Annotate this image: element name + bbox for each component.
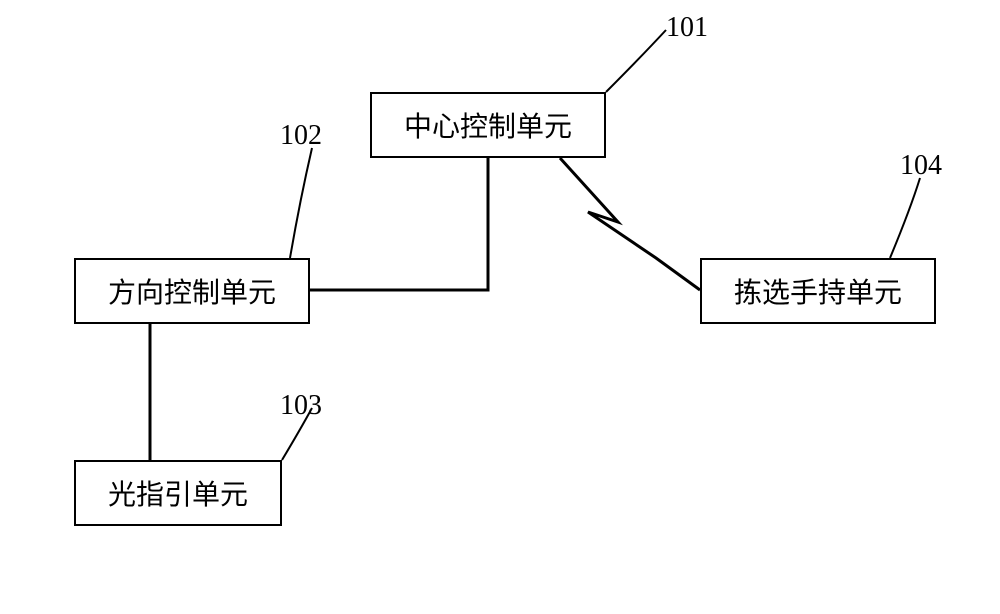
node-direction-control-unit: 方向控制单元 bbox=[74, 258, 310, 324]
node-picking-handheld-unit: 拣选手持单元 bbox=[700, 258, 936, 324]
leader-102 bbox=[290, 148, 312, 258]
edge-101-102 bbox=[310, 158, 488, 290]
wireless-edge-101-104 bbox=[560, 158, 700, 290]
leader-104 bbox=[890, 178, 920, 258]
node-light-guide-unit: 光指引单元 bbox=[74, 460, 282, 526]
ref-label-101: 101 bbox=[666, 12, 708, 44]
leader-101 bbox=[606, 30, 666, 92]
ref-label-104: 104 bbox=[900, 150, 942, 182]
ref-label-102: 102 bbox=[280, 120, 322, 152]
node-central-control-unit: 中心控制单元 bbox=[370, 92, 606, 158]
ref-label-103: 103 bbox=[280, 390, 322, 422]
diagram-canvas: 中心控制单元 方向控制单元 光指引单元 拣选手持单元 101 102 103 1… bbox=[0, 0, 1000, 614]
